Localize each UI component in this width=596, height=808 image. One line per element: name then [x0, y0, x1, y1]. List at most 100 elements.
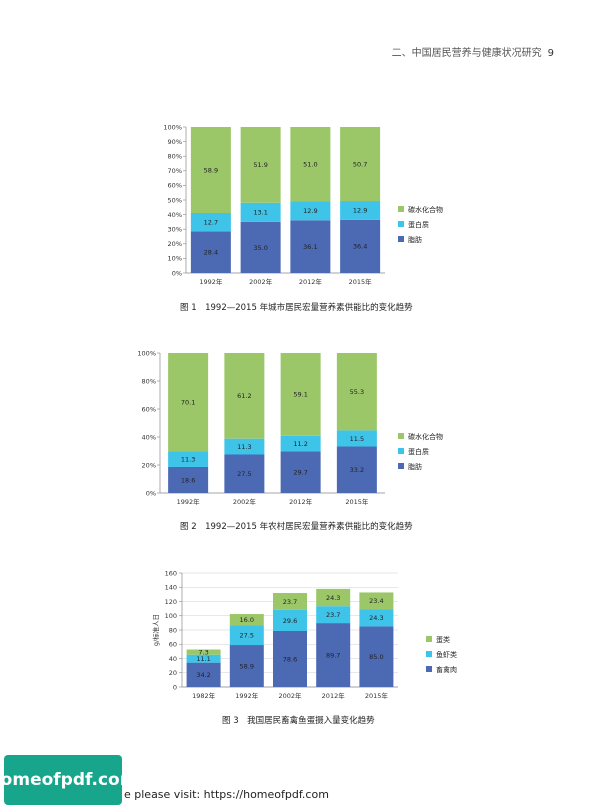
legend-swatch — [398, 448, 404, 454]
bar-segment — [280, 353, 321, 436]
legend-swatch — [426, 651, 432, 657]
bar-segment — [168, 466, 209, 493]
data-label: 50.7 — [353, 160, 367, 168]
y-tick-label: 20 — [169, 669, 177, 677]
bar-segment — [340, 127, 381, 202]
bar-segment — [290, 220, 331, 273]
y-tick-label: 90% — [168, 138, 182, 146]
x-tick-label: 2012年 — [322, 691, 346, 700]
y-tick-label: 0% — [146, 489, 156, 497]
legend-swatch — [398, 463, 404, 469]
legend-swatch — [398, 433, 404, 439]
data-label: 11.5 — [350, 435, 364, 443]
bar-segment — [336, 446, 377, 493]
data-label: 27.5 — [240, 632, 254, 640]
y-tick-label: 120 — [165, 598, 177, 606]
figure2-caption: 图 2 1992—2015 年农村居民宏量营养素供能比的变化趋势 — [180, 522, 413, 532]
bar-segment — [336, 430, 377, 447]
data-label: 11.3 — [237, 443, 251, 451]
bar-segment — [316, 623, 351, 687]
bar-segment — [273, 630, 307, 687]
data-label: 24.3 — [369, 614, 383, 622]
page-number: 9 — [547, 48, 554, 59]
data-label: 7.3 — [198, 648, 208, 656]
bar-segment — [229, 614, 264, 626]
x-tick-label: 2015年 — [365, 691, 389, 700]
legend-label: 蛋白质 — [408, 220, 429, 229]
data-label: 12.9 — [303, 207, 317, 215]
bar-segment — [316, 606, 351, 624]
x-tick-label: 1992年 — [177, 497, 201, 506]
data-label: 11.3 — [181, 455, 195, 463]
y-tick-label: 0 — [173, 683, 177, 691]
y-tick-label: 30% — [168, 226, 182, 234]
data-label: 11.1 — [196, 655, 210, 663]
data-label: 59.1 — [293, 391, 307, 399]
data-label: 11.2 — [293, 440, 307, 448]
x-tick-label: 2002年 — [233, 497, 257, 506]
data-label: 33.2 — [350, 466, 364, 474]
legend-label: 脂肪 — [408, 235, 422, 244]
bar-segment — [290, 127, 331, 202]
footer-link-text[interactable]: e please visit: https://homeofpdf.com — [124, 788, 329, 801]
bar-segment — [359, 626, 394, 687]
data-label: 12.9 — [353, 207, 367, 215]
legend-swatch — [398, 221, 404, 227]
x-tick-label: 2002年 — [278, 691, 302, 700]
bar-segment — [316, 588, 351, 607]
y-tick-label: 20% — [142, 461, 156, 469]
y-tick-label: 40% — [168, 211, 182, 219]
site-logo[interactable]: homeofpdf.com — [0, 755, 137, 805]
legend-label: 鱼虾类 — [436, 650, 457, 659]
bar-segment — [190, 231, 231, 273]
figure1-caption: 图 1 1992—2015 年城市居民宏量营养素供能比的变化趋势 — [180, 303, 413, 313]
bar-segment — [224, 454, 265, 493]
bar-segment — [240, 221, 281, 273]
data-label: 34.2 — [196, 671, 210, 679]
legend-label: 蛋类 — [436, 635, 450, 644]
y-tick-label: 140 — [165, 584, 177, 592]
data-label: 23.7 — [283, 598, 297, 606]
bar-segment — [290, 201, 331, 221]
bar-segment — [280, 435, 321, 452]
bar-segment — [229, 645, 264, 687]
x-tick-label: 2012年 — [289, 497, 313, 506]
data-label: 24.3 — [326, 594, 340, 602]
x-tick-label: 2015年 — [345, 497, 369, 506]
legend-label: 畜禽肉 — [436, 665, 457, 674]
data-label: 29.6 — [283, 617, 297, 625]
y-tick-label: 60 — [169, 641, 177, 649]
x-tick-label: 1982年 — [192, 691, 216, 700]
bar-segment — [190, 127, 231, 213]
y-tick-label: 100% — [163, 123, 182, 131]
bar-segment — [186, 649, 221, 655]
y-tick-label: 60% — [168, 182, 182, 190]
figure3-caption: 图 3 我国居民畜禽鱼蛋摄入量变化趋势 — [222, 716, 375, 726]
bar-segment — [340, 201, 381, 220]
legend-label: 蛋白质 — [408, 447, 429, 456]
y-tick-label: 70% — [168, 167, 182, 175]
data-label: 13.1 — [253, 209, 267, 217]
bar-segment — [273, 609, 307, 631]
data-label: 12.7 — [204, 219, 218, 227]
bar-segment — [186, 662, 221, 687]
data-label: 55.3 — [350, 388, 364, 396]
data-label: 58.9 — [204, 166, 218, 174]
y-tick-label: 160 — [165, 569, 177, 577]
bar-segment — [359, 592, 394, 610]
legend-label: 脂肪 — [408, 462, 422, 471]
data-label: 23.4 — [369, 597, 383, 605]
bar-segment — [168, 353, 209, 452]
y-tick-label: 60% — [142, 405, 156, 413]
data-label: 89.7 — [326, 651, 340, 659]
data-label: 85.0 — [369, 653, 383, 661]
x-tick-label: 2015年 — [349, 277, 373, 286]
data-label: 58.9 — [240, 662, 254, 670]
y-tick-label: 100 — [165, 612, 177, 620]
data-label: 27.5 — [237, 470, 251, 478]
chart-urban-energy: 0% 10% 20% 30% 40% 50% 60% 70% 80% 90% 100% 28.4 12.… — [163, 123, 443, 286]
y-tick-label: 40 — [169, 655, 177, 663]
data-label: 70.1 — [181, 398, 195, 406]
y-tick-label: 10% — [168, 255, 182, 263]
running-header: 二、中国居民营养与健康状况研究 9 — [392, 44, 554, 59]
